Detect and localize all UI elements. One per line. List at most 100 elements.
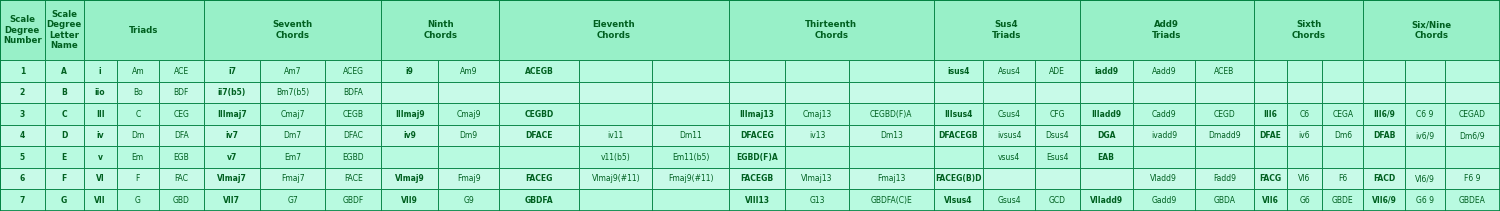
Bar: [0, 103, 45, 125]
Bar: [326, 189, 381, 211]
Bar: [982, 168, 1035, 189]
Bar: [1196, 189, 1254, 211]
Bar: [1196, 168, 1254, 189]
Text: Em: Em: [132, 153, 144, 162]
Text: Am9: Am9: [460, 66, 477, 76]
Bar: [0, 168, 45, 189]
Bar: [1287, 82, 1322, 103]
Text: ACEB: ACEB: [1215, 66, 1234, 76]
Bar: [84, 60, 117, 82]
Bar: [849, 60, 933, 82]
Bar: [0, 125, 45, 146]
Text: VI6/9: VI6/9: [1414, 174, 1434, 183]
Bar: [438, 189, 500, 211]
Text: Em7: Em7: [284, 153, 302, 162]
Bar: [45, 125, 84, 146]
Text: GBDFA: GBDFA: [525, 196, 554, 205]
Text: Gadd9: Gadd9: [1150, 196, 1176, 205]
Bar: [1080, 146, 1132, 168]
Text: 5: 5: [20, 153, 26, 162]
Text: ACE: ACE: [174, 66, 189, 76]
Text: Fadd9: Fadd9: [1214, 174, 1236, 183]
Bar: [45, 189, 84, 211]
Bar: [1254, 189, 1287, 211]
Bar: [438, 60, 500, 82]
Bar: [438, 103, 500, 125]
Bar: [1080, 168, 1132, 189]
Bar: [729, 60, 786, 82]
Text: Six/Nine
Chords: Six/Nine Chords: [1412, 20, 1452, 40]
Bar: [117, 125, 159, 146]
Bar: [1364, 189, 1404, 211]
Text: CFG: CFG: [1050, 110, 1065, 119]
Bar: [729, 103, 786, 125]
Bar: [84, 103, 117, 125]
Bar: [1196, 82, 1254, 103]
Bar: [381, 168, 438, 189]
Bar: [1444, 189, 1500, 211]
Bar: [1322, 189, 1364, 211]
Text: Cadd9: Cadd9: [1152, 110, 1176, 119]
Bar: [849, 82, 933, 103]
Text: EAB: EAB: [1098, 153, 1114, 162]
Text: G: G: [62, 196, 68, 205]
Text: Dm9: Dm9: [459, 131, 477, 140]
Bar: [45, 168, 84, 189]
Bar: [849, 168, 933, 189]
Bar: [438, 168, 500, 189]
Bar: [117, 103, 159, 125]
Text: G7: G7: [286, 196, 298, 205]
Text: G9: G9: [464, 196, 474, 205]
Bar: [1035, 125, 1080, 146]
Bar: [117, 60, 159, 82]
Text: CEGBD: CEGBD: [525, 110, 554, 119]
Text: BDFA: BDFA: [344, 88, 363, 97]
Bar: [1035, 103, 1080, 125]
Text: Triads: Triads: [129, 26, 159, 35]
Bar: [84, 0, 204, 60]
Bar: [1287, 168, 1322, 189]
Text: FACD: FACD: [1372, 174, 1395, 183]
Bar: [933, 0, 1080, 60]
Text: GBDE: GBDE: [1332, 196, 1353, 205]
Bar: [438, 146, 500, 168]
Text: VIII13: VIII13: [744, 196, 770, 205]
Bar: [1444, 103, 1500, 125]
Bar: [1080, 60, 1132, 82]
Bar: [326, 60, 381, 82]
Bar: [1444, 146, 1500, 168]
Text: GBD: GBD: [172, 196, 190, 205]
Bar: [1322, 60, 1364, 82]
Bar: [1364, 60, 1404, 82]
Bar: [786, 125, 849, 146]
Text: VII9: VII9: [402, 196, 418, 205]
Text: VI6: VI6: [1299, 174, 1311, 183]
Bar: [652, 189, 729, 211]
Text: iv7: iv7: [225, 131, 238, 140]
Bar: [1080, 82, 1132, 103]
Text: FAC: FAC: [174, 174, 189, 183]
Text: D: D: [62, 131, 68, 140]
Bar: [1080, 0, 1254, 60]
Bar: [500, 125, 579, 146]
Bar: [1444, 168, 1500, 189]
Bar: [381, 103, 438, 125]
Bar: [159, 103, 204, 125]
Text: Scale
Degree
Letter
Name: Scale Degree Letter Name: [46, 10, 82, 50]
Text: DFACEGB: DFACEGB: [939, 131, 978, 140]
Bar: [260, 125, 326, 146]
Bar: [1444, 82, 1500, 103]
Text: Seventh
Chords: Seventh Chords: [273, 20, 312, 40]
Bar: [579, 125, 652, 146]
Bar: [45, 82, 84, 103]
Text: i9: i9: [406, 66, 414, 76]
Text: Bo: Bo: [134, 88, 142, 97]
Bar: [933, 103, 982, 125]
Bar: [1287, 103, 1322, 125]
Text: F6: F6: [1338, 174, 1347, 183]
Text: Dm6/9: Dm6/9: [1460, 131, 1485, 140]
Bar: [786, 189, 849, 211]
Bar: [849, 146, 933, 168]
Text: iv6/9: iv6/9: [1414, 131, 1434, 140]
Bar: [381, 125, 438, 146]
